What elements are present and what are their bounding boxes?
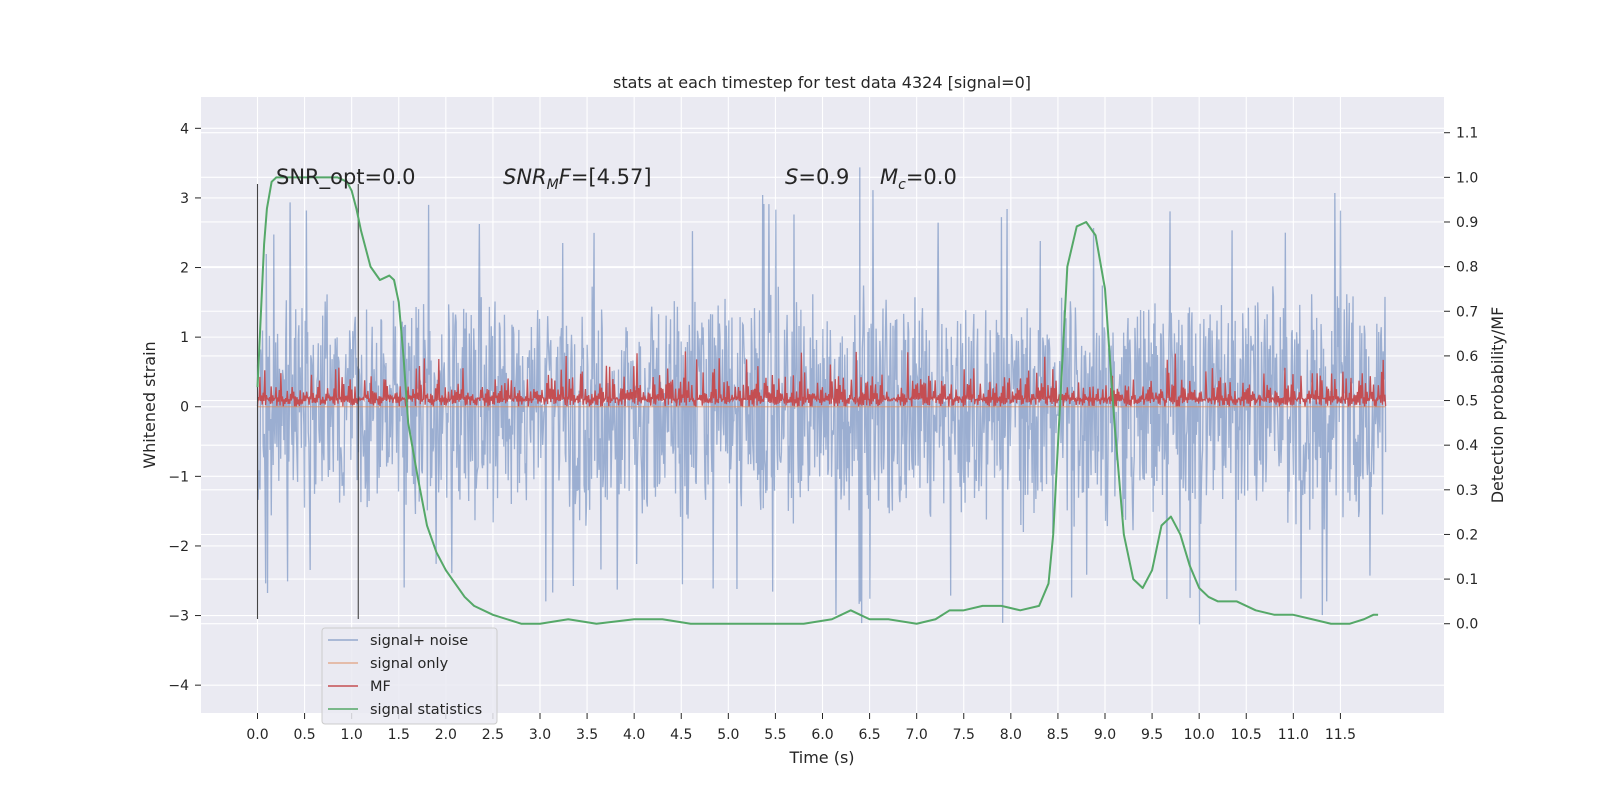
x-tick-label: 8.0 (1000, 727, 1022, 743)
y-axis-ticks: 4 3 2 1 0 −1 −2 −3 −4 (168, 121, 201, 694)
y-tick-label: 4 (180, 121, 189, 137)
x-tick-label: 5.5 (764, 727, 786, 743)
annotations: SNR_opt=0.0 SNRMF=[4.57] S=0.9 Mc=0.0 (276, 165, 957, 193)
x-tick-label: 0.5 (293, 727, 315, 743)
annotation-mc-symbol: M (880, 165, 898, 189)
x-tick-label: 6.0 (811, 727, 833, 743)
chart-title: stats at each timestep for test data 432… (613, 73, 1031, 92)
annotation-snr-mf: SNRMF=[4.57] (503, 165, 652, 193)
x-tick-label: 1.5 (388, 727, 410, 743)
annotation-mc: Mc=0.0 (880, 165, 957, 193)
y-tick-label: 3 (180, 191, 189, 207)
x-tick-label: 0.0 (246, 727, 268, 743)
y2-tick-label: 0.8 (1456, 260, 1478, 276)
annotation-snr-mf-subscript: M (547, 177, 559, 193)
annotation-s: S=0.9 (785, 165, 849, 189)
x-axis-label: Time (s) (788, 748, 854, 767)
y2-tick-label: 0.2 (1456, 527, 1478, 543)
annotation-s-symbol: S (785, 165, 798, 189)
y-tick-label: −2 (168, 539, 189, 555)
y-tick-label: 1 (180, 330, 189, 346)
y2-axis-label: Detection probability/MF (1488, 307, 1507, 504)
x-tick-label: 8.5 (1047, 727, 1069, 743)
y-tick-label: −4 (168, 678, 189, 694)
x-tick-label: 3.0 (529, 727, 551, 743)
x-tick-label: 7.0 (906, 727, 928, 743)
x-tick-label: 2.0 (435, 727, 457, 743)
y2-tick-label: 0.6 (1456, 349, 1478, 365)
legend-label-signal-noise: signal+ noise (370, 633, 468, 649)
y2-tick-label: 0.3 (1456, 483, 1478, 499)
y-tick-label: −1 (168, 469, 189, 485)
x-tick-label: 9.5 (1141, 727, 1163, 743)
y2-tick-label: 1.0 (1456, 170, 1478, 186)
x-tick-label: 11.0 (1278, 727, 1309, 743)
vertical-markers (256, 184, 359, 620)
x-tick-label: 9.0 (1094, 727, 1116, 743)
y-tick-label: 2 (180, 261, 189, 277)
legend-box (321, 627, 498, 725)
annotation-s-value: =0.9 (798, 165, 849, 189)
y2-tick-label: 0.1 (1456, 572, 1478, 588)
annotation-mc-subscript: c (898, 177, 906, 193)
annotation-snr-mf-symbol: SNR (503, 165, 547, 189)
signal-statistics-line (256, 176, 1379, 625)
y-tick-label: 0 (180, 400, 189, 416)
annotation-snr-opt: SNR_opt=0.0 (276, 165, 416, 190)
series-signal-statistics (256, 176, 1379, 625)
x-tick-label: 7.5 (953, 727, 975, 743)
annotation-snr-mf-value: =[4.57] (571, 165, 652, 189)
annotation-mc-value: =0.0 (906, 165, 957, 189)
y2-tick-label: 0.4 (1456, 438, 1478, 454)
x-tick-label: 4.5 (670, 727, 692, 743)
y-tick-label: −3 (168, 609, 189, 625)
y2-tick-label: 1.1 (1456, 126, 1478, 142)
x-tick-label: 10.5 (1231, 727, 1262, 743)
legend: signal+ noise signal only MF signal stat… (321, 627, 498, 725)
x-tick-label: 11.5 (1325, 727, 1356, 743)
y-axis-label: Whitened strain (140, 341, 159, 468)
x-tick-label: 10.0 (1184, 727, 1215, 743)
y2-tick-label: 0.0 (1456, 617, 1478, 633)
x-tick-label: 6.5 (858, 727, 880, 743)
y2-tick-label: 0.5 (1456, 394, 1478, 410)
mf-line (256, 351, 1387, 407)
y2-axis-ticks: 1.1 1.0 0.9 0.8 0.7 0.6 0.5 0.4 0.3 0.2 0.1 0.0 (1444, 126, 1478, 633)
x-tick-label: 5.0 (717, 727, 739, 743)
legend-label-signal-only: signal only (370, 656, 449, 672)
x-tick-label: 4.0 (623, 727, 645, 743)
legend-label-signal-statistics: signal statistics (370, 702, 482, 718)
series-mf (256, 351, 1387, 407)
x-axis-ticks: 0.0 0.5 1.0 1.5 2.0 2.5 3.0 3.5 4.0 4.5 5.0 5.5 6.0 6… (246, 713, 1356, 743)
x-tick-label: 3.5 (576, 727, 598, 743)
annotation-snr-mf-symbol-rest: F (559, 165, 572, 189)
legend-label-mf: MF (370, 679, 391, 695)
y2-tick-label: 0.9 (1456, 215, 1478, 231)
x-tick-label: 1.0 (341, 727, 363, 743)
x-tick-label: 2.5 (482, 727, 504, 743)
y2-tick-label: 0.7 (1456, 304, 1478, 320)
